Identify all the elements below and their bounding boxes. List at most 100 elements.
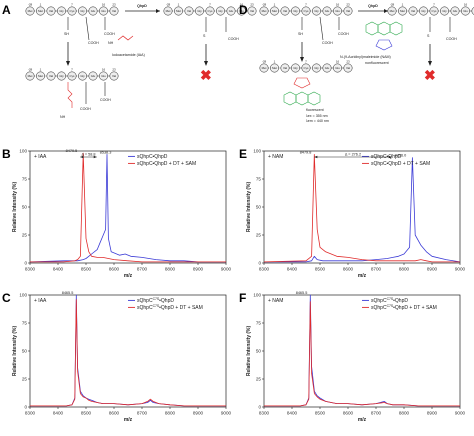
panel-letter-c: C	[2, 291, 11, 305]
residue-label: Gly	[293, 9, 298, 13]
residue-number: 23	[250, 3, 254, 7]
residue-circle	[247, 6, 257, 16]
sulfur-label: S	[427, 34, 430, 38]
carboxyl-label: COOH	[80, 107, 91, 111]
residue-number: 1	[402, 3, 404, 7]
y-tick-label: 25	[256, 233, 262, 238]
panel-letter-b: B	[2, 147, 11, 161]
iaa-structure	[117, 35, 134, 41]
residue-circle	[280, 63, 290, 73]
y-tick-label: 0	[258, 405, 261, 410]
spectrum-panel-b: B 8300 8400 8500 8600 8700 8800 8900 9000 0 25 50 7…	[2, 147, 232, 279]
residue-number: 1	[40, 3, 42, 7]
carboxyl-label: COOH	[446, 37, 457, 41]
residue-label: Val	[283, 9, 287, 13]
residue-label: Met	[400, 9, 405, 13]
arrow-head	[428, 61, 432, 66]
delta-arrowhead	[80, 155, 84, 159]
x-tick-label: 8600	[343, 267, 354, 272]
sulfur-label: S	[203, 34, 206, 38]
plot-frame	[29, 294, 227, 408]
legend-label: sQhpCC7S•QhpD	[137, 297, 174, 304]
residue-circle	[57, 71, 66, 81]
series-line-blue	[29, 154, 226, 263]
residue-label: Glu	[335, 66, 340, 70]
x-tick-label: 8400	[287, 267, 298, 272]
x-axis-label: m/z	[124, 273, 133, 279]
plot-frame	[263, 150, 461, 264]
residue-label: Met	[28, 9, 33, 13]
plot-frame	[29, 150, 227, 264]
side-chain-bond	[85, 16, 90, 41]
y-tick-label: 25	[22, 233, 28, 238]
residue-label: Cys	[208, 9, 214, 13]
x-tick-label: 8400	[287, 411, 298, 416]
y-tick-label: 100	[19, 149, 27, 154]
y-tick-label: 75	[256, 177, 262, 182]
enzyme-label: QhpD	[137, 4, 147, 8]
x-tick-label: 8800	[165, 267, 176, 272]
residue-circle	[408, 6, 418, 16]
side-chain-bond	[319, 16, 324, 41]
x-tick-label: 8600	[343, 411, 354, 416]
x-tick-label: 9000	[455, 411, 466, 416]
reagent-label: N-(9-Acridinyl)maleimide (NAM)	[340, 55, 391, 59]
treatment-tag: + IAA	[34, 298, 47, 304]
arrow-head	[156, 9, 160, 13]
residue-number: 7	[209, 3, 211, 7]
residue-number: 16	[336, 60, 340, 64]
residue-label: Val	[411, 9, 415, 13]
x-tick-label: 8400	[53, 267, 64, 272]
x-axis-label: m/z	[124, 417, 133, 423]
treatment-tag: + NAM	[268, 298, 283, 304]
legend-label: sQhpC•QhpD + DT + SAM	[137, 161, 196, 167]
delta-arrowhead	[388, 155, 392, 159]
residue-circle	[78, 6, 87, 16]
series-line-red	[264, 301, 460, 407]
x-tick-label: 8900	[193, 267, 204, 272]
residue-label: Glu	[91, 74, 96, 78]
residue-number: 23	[112, 3, 116, 7]
residue-label: Glu	[229, 9, 234, 13]
y-tick-label: 0	[24, 261, 27, 266]
residue-label: Val	[187, 9, 191, 13]
arrow-head	[384, 9, 388, 13]
residue-label: Val	[112, 74, 116, 78]
x-axis-label: m/z	[358, 273, 367, 279]
residue-label: Cys	[304, 66, 310, 70]
residue-label: Glu	[325, 9, 330, 13]
residue-circle	[205, 6, 215, 16]
residue-circle	[216, 6, 225, 16]
residue-number: 16	[464, 3, 468, 7]
residue-label: Met	[166, 9, 171, 13]
residue-label: Met	[38, 74, 43, 78]
residue-label: Met	[262, 66, 267, 70]
residue-number: -28	[28, 68, 33, 72]
y-tick-label: 75	[22, 321, 28, 326]
residue-number: 7	[305, 3, 307, 7]
residue-circle	[291, 63, 300, 73]
y-tick-label: 25	[256, 377, 262, 382]
residue-circle	[343, 63, 353, 73]
residue-number: 16	[336, 3, 340, 7]
residue-circle	[280, 6, 290, 16]
x-tick-label: 8500	[315, 267, 326, 272]
residue-label: Met	[262, 9, 267, 13]
x-tick-label: 8500	[81, 267, 92, 272]
y-axis-label: Relative Intensity (%)	[12, 182, 18, 233]
y-axis-label: Relative Intensity (%)	[246, 182, 252, 233]
delta-arrowhead	[314, 155, 318, 159]
residue-circle	[471, 7, 474, 15]
y-axis-label: Relative Intensity (%)	[12, 326, 18, 377]
y-tick-label: 50	[256, 205, 262, 210]
residue-number: 23	[112, 68, 116, 72]
carboxyl-label: COOH	[100, 98, 111, 102]
residue-label: Gly	[218, 9, 223, 13]
residue-label: Val	[283, 66, 287, 70]
residue-label: Gly	[442, 9, 447, 13]
x-tick-label: 8300	[25, 411, 36, 416]
residue-label: Gly	[80, 9, 85, 13]
legend-label: sQhpCC7S•QhpD + DT + SAM	[371, 304, 437, 311]
spectrum-panel-e: E 8300 8400 8500 8600 8700 8800 8900 9000 0 25 50 7…	[239, 147, 466, 279]
